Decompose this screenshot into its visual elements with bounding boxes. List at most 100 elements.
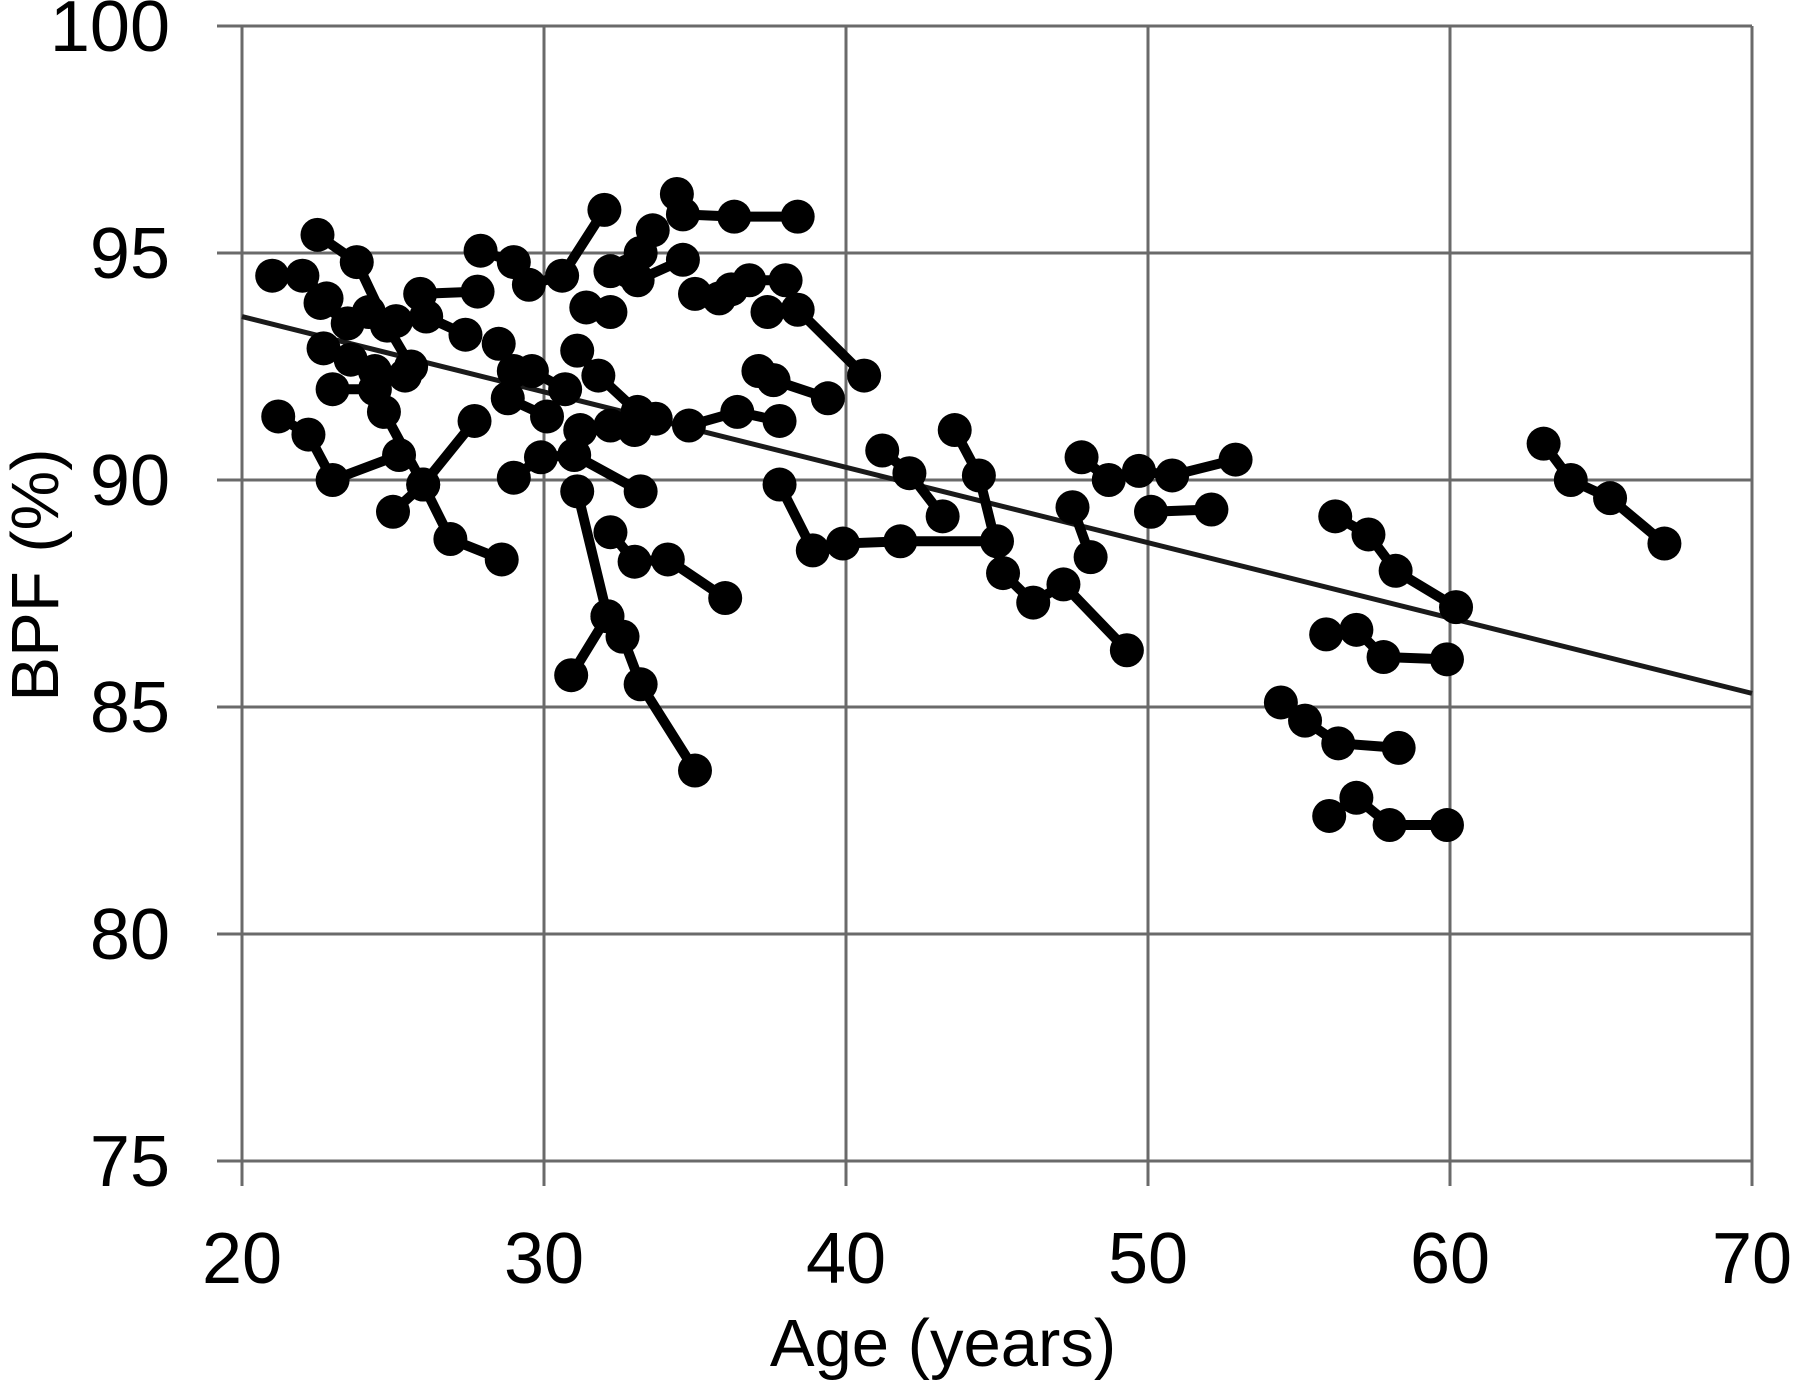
tick-labels: 20 30 40 50 60 70 75 80 85 90 95 100 — [50, 0, 1792, 1299]
data-point — [1429, 642, 1464, 677]
subject-trajectory — [659, 176, 815, 234]
data-point — [1372, 808, 1407, 843]
subject-trajectory — [463, 192, 622, 302]
subject-trajectory — [593, 515, 743, 616]
data-point — [925, 499, 960, 534]
data-point — [587, 192, 622, 227]
subject-trajectory — [554, 599, 625, 693]
subject-trajectory — [750, 292, 882, 393]
trend-line — [241, 314, 1753, 696]
subject-trajectory — [490, 381, 565, 434]
data-point — [986, 556, 1021, 591]
data-point — [376, 494, 410, 529]
axis-tick-marks — [217, 24, 1754, 1186]
subject-trajectory — [376, 403, 492, 529]
subject-trajectory — [1055, 490, 1108, 575]
x-tick-label: 70 — [1712, 1219, 1792, 1299]
data-point — [1647, 526, 1682, 561]
data-series — [255, 176, 1682, 843]
y-tick-label: 85 — [90, 668, 170, 748]
data-point — [545, 258, 580, 293]
data-point — [285, 258, 320, 293]
data-point — [379, 304, 414, 339]
trajectory-line — [1330, 511, 1462, 613]
data-point — [496, 460, 531, 495]
trajectory-line — [1538, 438, 1670, 549]
x-tick-label: 30 — [504, 1219, 584, 1299]
data-point — [457, 403, 492, 438]
data-point — [732, 263, 767, 298]
subject-trajectory — [366, 394, 519, 577]
subject-trajectory — [671, 394, 797, 443]
data-point — [484, 542, 519, 577]
data-point — [665, 242, 700, 277]
data-point — [300, 217, 335, 252]
subject-trajectory — [1134, 492, 1229, 529]
subject-trajectory — [937, 413, 1144, 668]
data-point — [560, 333, 595, 368]
data-point — [1381, 730, 1416, 765]
data-point — [530, 399, 565, 434]
subject-trajectory — [1312, 780, 1464, 843]
data-point — [1366, 640, 1401, 675]
data-point — [1553, 463, 1588, 497]
data-point — [511, 267, 546, 302]
data-point — [523, 440, 558, 475]
data-point — [593, 515, 628, 550]
data-point — [1134, 494, 1169, 529]
data-point — [1073, 540, 1108, 575]
y-tick-label: 75 — [90, 1122, 170, 1202]
data-point — [1091, 463, 1126, 497]
data-point — [780, 292, 815, 327]
subject-trajectory — [1121, 442, 1253, 493]
data-point — [720, 394, 755, 429]
subject-trajectory — [496, 438, 658, 509]
data-point — [339, 245, 374, 280]
subject-trajectory — [379, 299, 483, 352]
data-point — [448, 317, 483, 352]
data-point — [366, 394, 401, 429]
data-point — [1439, 590, 1474, 625]
data-point — [1055, 490, 1090, 525]
data-point — [810, 381, 845, 416]
x-axis-title: Age (years) — [770, 1306, 1116, 1381]
data-point — [406, 467, 441, 502]
data-point — [1288, 703, 1323, 738]
data-point — [620, 263, 655, 298]
data-point — [291, 417, 326, 452]
trajectory-line — [273, 411, 405, 485]
data-point — [1109, 633, 1144, 668]
data-point — [460, 274, 495, 309]
data-point — [638, 401, 673, 436]
data-point — [762, 467, 797, 502]
data-point — [1121, 453, 1156, 488]
data-point — [1309, 617, 1344, 652]
subject-trajectory — [1309, 612, 1464, 677]
data-point — [623, 667, 658, 702]
data-point — [1429, 808, 1464, 843]
data-point — [1318, 499, 1353, 534]
data-point — [1263, 685, 1298, 720]
subject-trajectory — [741, 354, 845, 416]
data-point — [1194, 492, 1229, 527]
trajectory-line — [475, 204, 610, 290]
data-point — [1321, 726, 1356, 761]
data-point — [463, 233, 498, 268]
x-tick-label: 60 — [1410, 1219, 1490, 1299]
subject-trajectory — [560, 474, 712, 788]
subject-trajectory — [1263, 685, 1416, 765]
y-tick-label: 100 — [50, 0, 170, 67]
data-point — [650, 542, 685, 577]
data-point — [961, 458, 996, 493]
subject-trajectory — [1318, 499, 1474, 625]
data-point — [665, 197, 700, 232]
data-point — [388, 358, 423, 393]
data-point — [762, 403, 797, 438]
subject-trajectory — [303, 285, 386, 341]
data-point — [1218, 442, 1253, 477]
data-point — [678, 753, 712, 788]
data-point — [865, 433, 900, 468]
data-point — [623, 474, 658, 509]
x-tick-label: 20 — [202, 1219, 282, 1299]
data-point — [590, 599, 625, 634]
